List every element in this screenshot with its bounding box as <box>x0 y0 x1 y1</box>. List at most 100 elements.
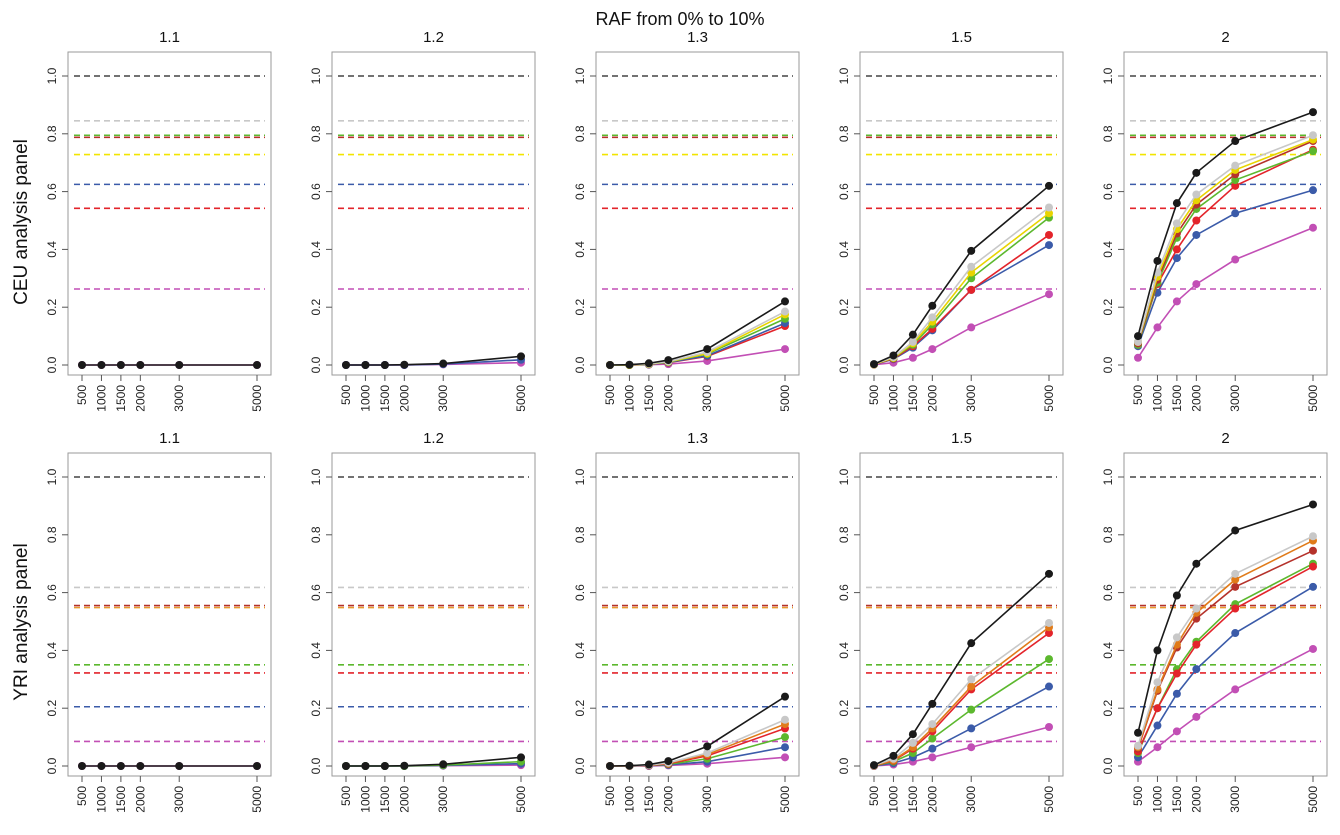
x-tick-label: 2000 <box>397 786 411 813</box>
data-point-black <box>1309 108 1317 117</box>
data-point-black <box>517 352 525 361</box>
plot-frame <box>1123 51 1328 376</box>
data-point-black <box>870 761 878 770</box>
panel-ceu-2: 1.2 0.0 0.2 0.4 0.6 0.8 1.0 500 1000 1500 2000 3000… <box>309 29 536 412</box>
data-point-black <box>78 361 86 369</box>
data-point-green <box>1045 655 1053 664</box>
x-tick-label: 2000 <box>925 786 939 813</box>
figure-title: RAF from 0% to 10% <box>595 9 764 29</box>
x-tick-label: 3000 <box>172 786 186 813</box>
data-point-black <box>781 297 789 306</box>
y-tick-label: 0.2 <box>45 700 59 717</box>
data-point-yellow <box>1045 209 1053 218</box>
x-tick-label: 500 <box>75 385 89 405</box>
panel-ceu-4: 1.5 0.0 0.2 0.4 0.6 0.8 1.0 500 1000 1500 2000 3000… <box>837 29 1064 412</box>
series-line-green <box>1137 150 1314 346</box>
panel-title: 1.2 <box>423 29 444 46</box>
plot-frame <box>331 51 536 376</box>
data-point-green <box>1231 176 1240 185</box>
series-line-blue <box>1137 189 1314 347</box>
x-tick-label: 5000 <box>1306 786 1320 813</box>
y-tick-label: 0.4 <box>573 642 587 659</box>
x-tick-label: 1500 <box>906 385 920 412</box>
y-tick-label: 1.0 <box>837 468 851 485</box>
data-point-black <box>1172 199 1181 208</box>
data-point-grey <box>908 738 917 747</box>
y-tick-label: 0.0 <box>573 757 587 774</box>
data-point-black <box>78 762 86 770</box>
x-tick-label: 1500 <box>906 786 920 813</box>
y-tick-label: 1.0 <box>309 67 323 84</box>
y-tick-label: 0.0 <box>837 757 851 774</box>
data-point-black <box>439 359 448 368</box>
data-point-green <box>928 734 937 743</box>
data-point-grey <box>1309 532 1317 541</box>
x-tick-label: 5000 <box>1042 786 1056 813</box>
y-tick-label: 0.0 <box>573 356 587 373</box>
data-point-blue <box>1172 689 1181 698</box>
data-point-red <box>1153 704 1162 713</box>
y-tick-label: 0.8 <box>1101 125 1115 142</box>
data-point-black <box>703 345 712 354</box>
panel-yri-5: 2 0.0 0.2 0.4 0.6 0.8 1.0 500 1000 1500 2000 3000 50… <box>1101 430 1328 813</box>
data-point-blue <box>1192 665 1201 674</box>
y-tick-label: 0.0 <box>45 757 59 774</box>
data-point-black <box>175 762 184 770</box>
data-point-black <box>136 762 145 770</box>
series-line-grey <box>1137 134 1314 343</box>
y-tick-label: 0.4 <box>309 241 323 258</box>
data-point-black <box>116 762 125 770</box>
data-point-grey <box>703 748 712 757</box>
data-point-grey <box>1231 569 1240 578</box>
panel-ceu-3: 1.3 0.0 0.2 0.4 0.6 0.8 1.0 500 1000 1500 2000 3000… <box>573 29 800 412</box>
data-point-black <box>175 361 184 369</box>
series-line-red <box>1137 565 1314 752</box>
data-point-grey <box>1045 618 1053 627</box>
data-point-magenta <box>1309 644 1317 653</box>
series-line-green <box>873 216 1050 366</box>
data-point-blue <box>1309 186 1317 195</box>
y-tick-label: 0.4 <box>573 241 587 258</box>
y-tick-label: 0.8 <box>309 125 323 142</box>
x-tick-label: 1000 <box>358 385 372 412</box>
data-point-grey <box>1309 131 1317 140</box>
data-point-blue <box>1309 582 1317 591</box>
panel-title: 1.1 <box>159 29 180 46</box>
data-point-grey <box>781 307 789 316</box>
panel-yri-2: 1.2 0.0 0.2 0.4 0.6 0.8 1.0 500 1000 1500 2000 3000… <box>309 430 536 813</box>
data-point-grey <box>1231 161 1240 170</box>
x-tick-label: 500 <box>1131 385 1145 405</box>
data-point-red <box>1192 216 1201 225</box>
data-point-magenta <box>1153 323 1162 332</box>
y-tick-label: 1.0 <box>45 468 59 485</box>
data-point-black <box>136 361 145 369</box>
data-point-grey <box>1192 190 1201 199</box>
series-line-orange <box>873 626 1050 767</box>
data-point-red <box>1045 629 1053 638</box>
data-point-black <box>928 699 937 708</box>
x-tick-label: 1500 <box>642 786 656 813</box>
data-point-blue <box>1045 682 1053 691</box>
data-point-blue <box>1153 721 1162 730</box>
data-point-black <box>908 730 917 739</box>
x-tick-label: 1500 <box>114 786 128 813</box>
data-point-magenta <box>928 345 937 354</box>
data-point-blue <box>1192 230 1201 239</box>
y-tick-label: 0.6 <box>309 584 323 601</box>
y-tick-label: 0.8 <box>573 526 587 543</box>
data-point-grey <box>1172 219 1181 228</box>
data-point-orange <box>967 682 976 691</box>
y-tick-label: 1.0 <box>45 67 59 84</box>
data-point-black <box>361 762 370 770</box>
data-point-black <box>908 330 917 339</box>
data-point-black <box>380 762 389 770</box>
y-tick-label: 0.8 <box>837 526 851 543</box>
data-point-magenta <box>1231 685 1240 694</box>
series-line-grey <box>873 622 1050 767</box>
data-point-black <box>1134 332 1142 341</box>
data-point-blue <box>1172 254 1181 263</box>
data-point-blue <box>928 744 937 753</box>
data-point-black <box>1309 500 1317 509</box>
x-tick-label: 5000 <box>778 385 792 412</box>
